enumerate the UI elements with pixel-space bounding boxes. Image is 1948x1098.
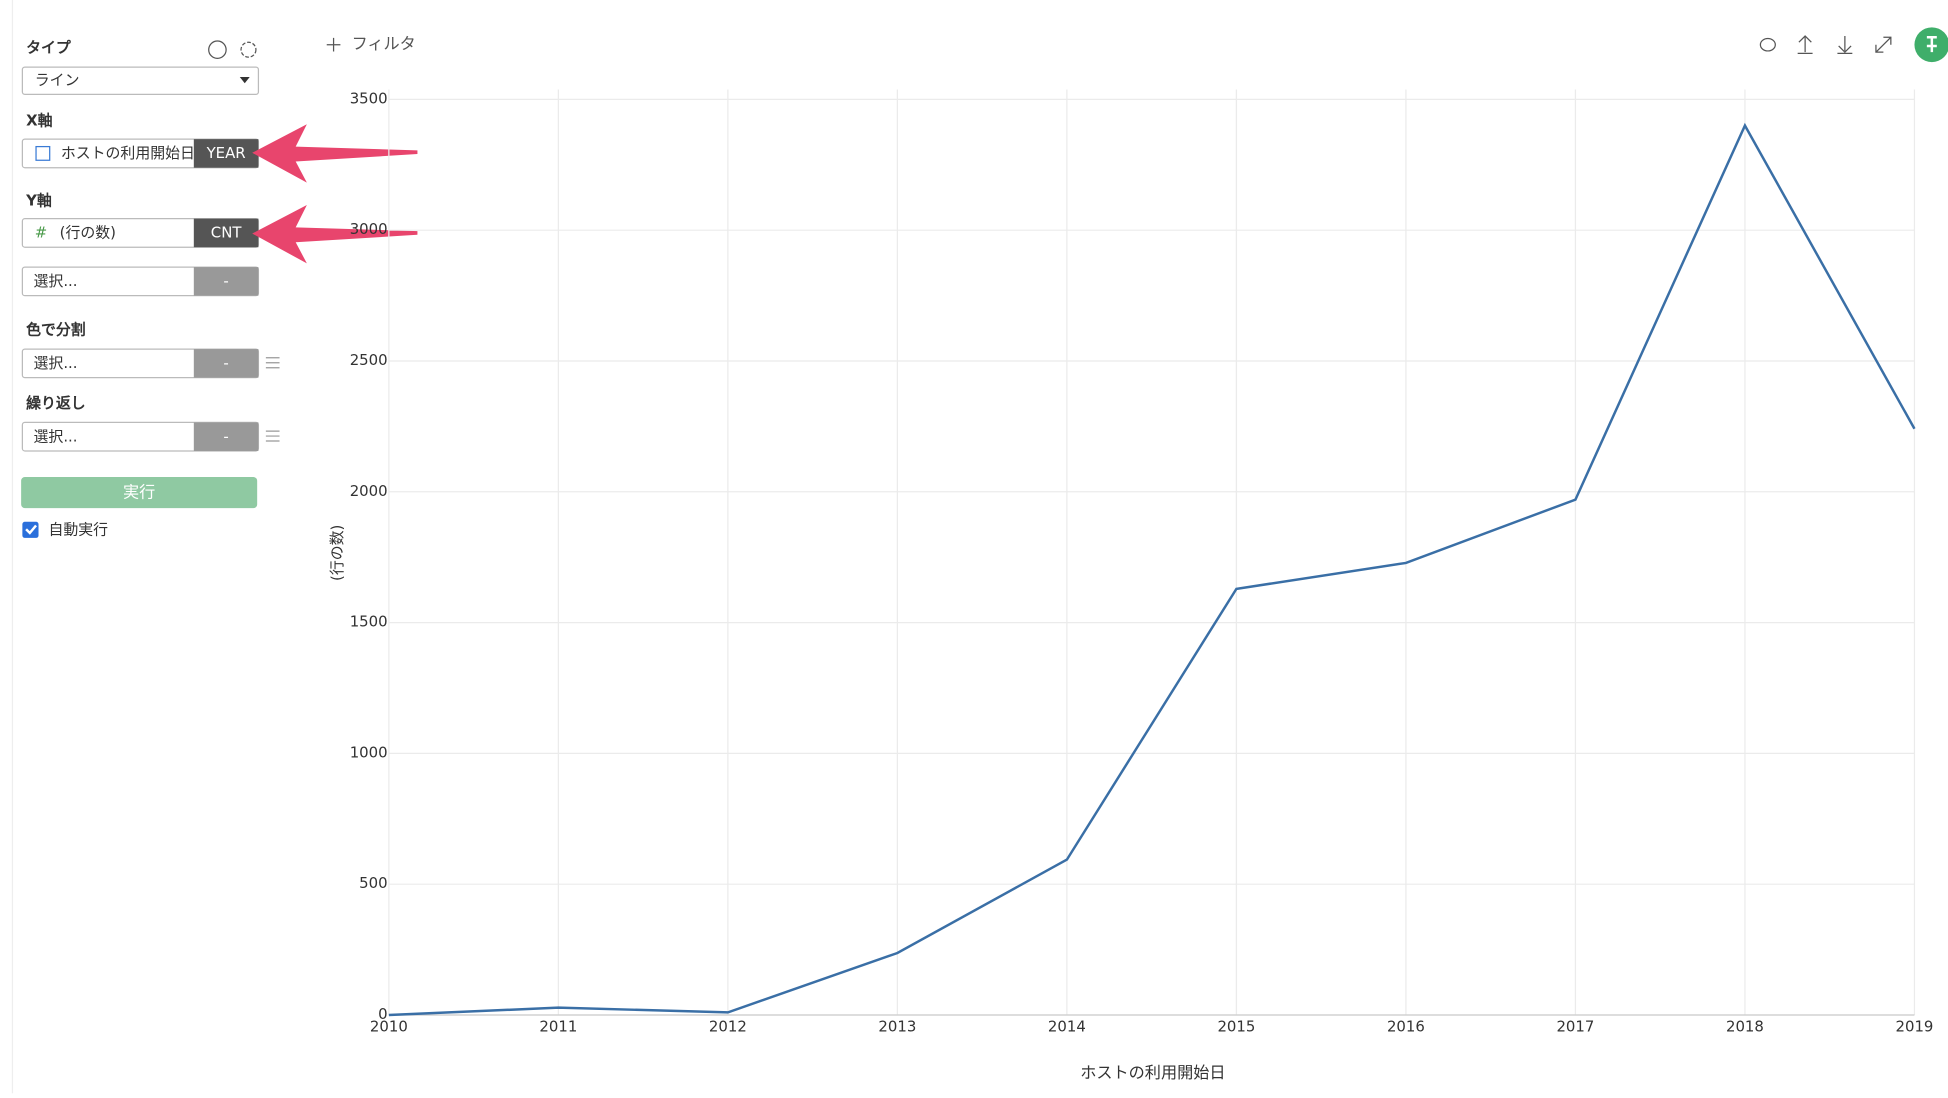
y-tick-label: 1000 [350,743,388,761]
data-line [388,122,1916,1017]
y-tick-label: 2000 [350,482,388,500]
y-agg[interactable] [193,218,259,248]
y-tick-label: 2500 [350,351,388,369]
hash-icon: # [35,224,47,242]
type-value: ライン [35,71,80,89]
menu-icon[interactable] [265,357,280,369]
upload-icon[interactable] [1797,35,1813,55]
repeat-label: 繰り返し [26,394,86,412]
x-tick-label: 2012 [709,1017,747,1035]
x-axis-title: ホストの利用開始日 [1080,1063,1225,1082]
expand-icon[interactable] [1875,36,1892,53]
download-icon[interactable] [1837,36,1853,55]
x-tick-label: 2018 [1726,1017,1764,1035]
y2-agg[interactable] [193,267,259,296]
x-agg-text: YEAR [206,144,246,162]
repeat-agg-text: - [223,427,228,445]
x-agg[interactable] [193,139,259,168]
color-agg-text: - [223,354,228,372]
y-tick-label: 0 [378,1005,387,1023]
y2-agg-text: - [223,272,228,290]
y-field-name: (行の数) [60,224,116,242]
type-label: タイプ [26,38,71,56]
checkmark [25,524,37,535]
pin-icon [1926,36,1937,53]
comment-icon[interactable] [1759,37,1776,52]
y-tick-label: 3000 [350,220,388,238]
auto-run-label: 自動実行 [48,520,108,538]
x-tick-label: 2017 [1556,1017,1594,1035]
help-icon[interactable] [208,40,227,60]
calendar-icon [35,145,51,161]
x-tick-label: 2019 [1895,1017,1933,1035]
repeat-field-name: 選択... [34,427,78,445]
filter-button[interactable]: フィルタ [352,34,416,53]
y-axis-label: Y軸 [25,191,52,209]
x-tick-label: 2011 [539,1017,577,1035]
type-select[interactable] [21,66,260,96]
y-tick-label: 3500 [350,89,388,107]
run-button-text: 実行 [123,483,155,502]
run-button[interactable] [21,477,258,509]
x-axis-label: X軸 [26,112,52,130]
x-tick-label: 2015 [1217,1017,1255,1035]
y-tick-label: 1500 [350,613,388,631]
annotation-arrow [252,124,418,183]
x-tick-label: 2016 [1387,1017,1425,1035]
annotation-arrow [252,204,418,264]
y-axis-title: (行の数) [328,525,346,581]
color-agg[interactable] [193,349,259,378]
y2-field-name: 選択... [34,272,78,290]
color-label: 色で分割 [26,320,86,338]
settings-icon[interactable] [240,41,257,58]
repeat-agg[interactable] [193,422,259,451]
plus-icon[interactable] [326,37,341,52]
menu-icon[interactable] [265,430,280,442]
x-tick-label: 2014 [1048,1017,1086,1035]
y-agg-text: CNT [211,224,243,242]
y-tick-label: 500 [359,874,387,892]
color-field-name: 選択... [34,354,78,372]
x-field-name: ホストの利用開始日 [61,144,195,162]
dropdown-caret [239,77,250,84]
auto-run-checkbox[interactable] [22,521,39,538]
x-tick-label: 2010 [370,1017,408,1035]
x-tick-label: 2013 [878,1017,916,1035]
